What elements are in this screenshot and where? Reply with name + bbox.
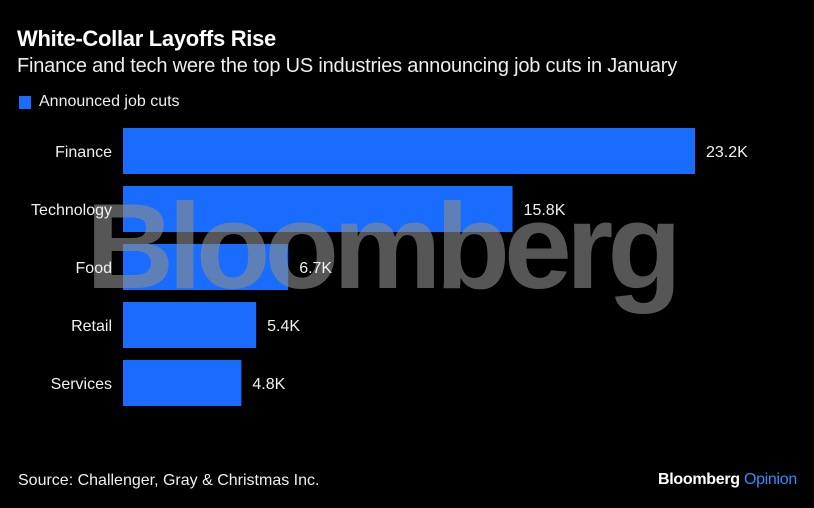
category-label: Food — [76, 260, 112, 277]
category-label: Services — [51, 376, 112, 393]
source-note: Source: Challenger, Gray & Christmas Inc… — [18, 472, 320, 489]
bar-food — [123, 244, 289, 290]
chart-title: White-Collar Layoffs Rise — [17, 26, 276, 51]
brand-primary: Bloomberg — [658, 471, 740, 488]
category-label: Technology — [31, 202, 112, 219]
labels-group: Finance 23.2K Technology 15.8K Food 6.7K Retai… — [31, 144, 748, 393]
legend-label: Announced job cuts — [39, 93, 180, 110]
bar-finance — [123, 128, 695, 174]
value-label: 15.8K — [524, 202, 566, 219]
value-label: 4.8K — [252, 376, 285, 393]
bar-services — [123, 360, 242, 406]
bar-retail — [123, 302, 257, 348]
bars-group — [123, 128, 695, 406]
legend: Announced job cuts — [19, 93, 180, 111]
value-label: 6.7K — [299, 260, 332, 277]
bloomberg-watermark: Bloomberg — [86, 178, 676, 314]
chart-subtitle: Finance and tech were the top US industr… — [17, 55, 678, 77]
bar-technology — [123, 186, 513, 232]
value-label: 5.4K — [267, 318, 300, 335]
category-label: Finance — [55, 144, 112, 161]
category-label: Retail — [71, 318, 112, 335]
value-label: 23.2K — [706, 144, 748, 161]
brand-secondary: Opinion — [743, 471, 797, 488]
legend-swatch — [19, 95, 31, 109]
bloomberg-opinion-logo: Bloomberg Opinion — [658, 471, 797, 489]
